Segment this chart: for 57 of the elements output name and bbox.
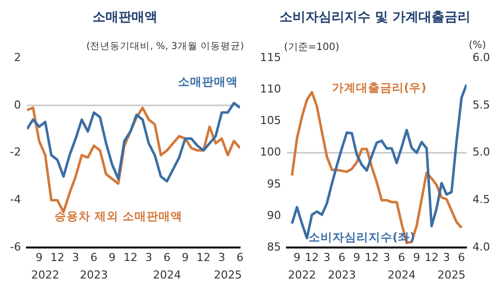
chart-title: 소매판매액	[92, 9, 158, 26]
y-tick-label: 115	[260, 50, 281, 64]
x-tick-label: 9	[353, 251, 360, 264]
y2-tick-label: 5.5	[472, 98, 490, 112]
y-tick-label: -6	[10, 240, 21, 254]
x-tick-label: 9	[108, 251, 116, 264]
x-tick-label: 12	[364, 251, 379, 264]
y-tick-label: 105	[260, 114, 281, 128]
x2-tick-label: 2023	[328, 268, 356, 282]
x-tick-label: 12	[424, 251, 439, 264]
x-tick-label: 3	[443, 251, 450, 264]
y-tick-label: -4	[10, 193, 21, 206]
x-tick-label: 6	[398, 251, 406, 264]
series-label: 소매판매액	[178, 74, 238, 89]
x2-tick-label: 2023	[80, 268, 108, 282]
x2-tick-label: 2025	[438, 268, 466, 282]
x-tick-label: 12	[123, 251, 138, 264]
x-tick-label: 6	[163, 251, 170, 264]
x-tick-label: 9	[293, 251, 300, 264]
x2-tick-label: 2022	[31, 268, 60, 282]
x-tick-label: 9	[413, 251, 420, 264]
x2-tick-label: 2025	[214, 268, 242, 282]
y-tick-label: 2	[14, 50, 21, 64]
x2-tick-label: 2022	[288, 268, 316, 282]
x-tick-label: 12	[196, 251, 210, 264]
y-axis-title: (기준=100)	[284, 41, 340, 54]
y2-tick-label: 6.0	[472, 50, 490, 64]
chart-title: 소비자심리지수 및 가계대출금리	[278, 9, 472, 26]
x-tick-label: 6	[458, 251, 466, 264]
x-tick-label: 9	[182, 251, 189, 264]
x-tick-label: 9	[36, 251, 43, 264]
y2-axis-title: (%)	[468, 40, 486, 51]
chart-subtitle: (전년동기대비, %, 3개월 이동평균)	[86, 40, 244, 53]
x-tick-label: 3	[72, 251, 80, 264]
x-tick-label: 3	[383, 251, 390, 264]
series-label: 승용차 제외 소매판매액	[54, 209, 183, 224]
y-tick-label: 0	[14, 98, 21, 112]
y-tick-label: 90	[266, 208, 281, 222]
x-tick-label: 3	[323, 251, 330, 264]
x-tick-label: 12	[50, 251, 64, 264]
y2-tick-label: 4.0	[472, 240, 490, 254]
x-tick-label: 6	[338, 251, 346, 264]
x-tick-label: 6	[90, 251, 98, 264]
x-tick-label: 3	[145, 251, 152, 264]
x-tick-label: 12	[304, 251, 319, 264]
y-tick-label: -2	[10, 146, 21, 159]
series-label: 가계대출금리(우)	[332, 80, 426, 94]
x-tick-label: 6	[236, 251, 244, 264]
y2-tick-label: 4.5	[472, 193, 490, 206]
x-tick-label: 3	[218, 251, 226, 264]
x2-tick-label: 2024	[152, 268, 181, 282]
x2-tick-label: 2024	[388, 268, 416, 282]
y-tick-label: 100	[260, 146, 281, 159]
y-tick-label: 110	[260, 82, 281, 96]
y-tick-label: 85	[266, 240, 281, 254]
y2-tick-label: 5.0	[472, 146, 490, 159]
y-tick-label: 95	[266, 177, 281, 190]
